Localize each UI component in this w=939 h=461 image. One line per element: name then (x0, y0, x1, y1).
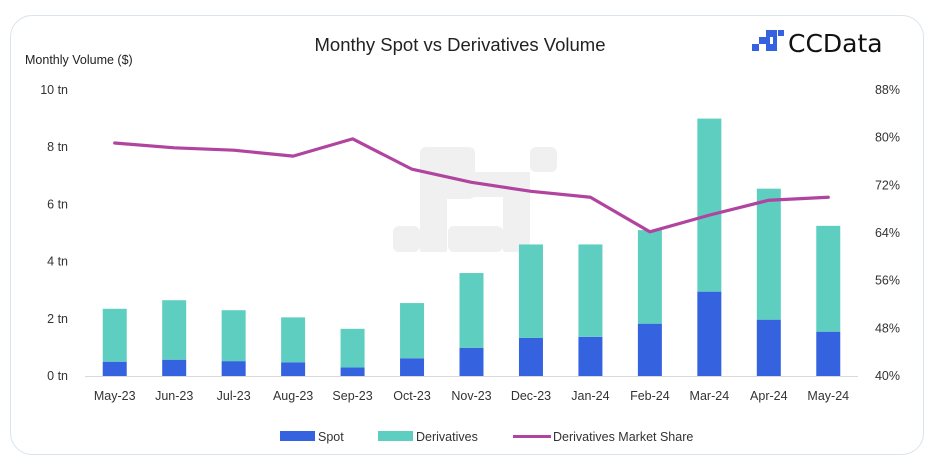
x-tick-label: Feb-24 (630, 389, 670, 403)
x-tick-label: Aug-23 (273, 389, 313, 403)
y2-tick-label: 40% (875, 369, 900, 383)
legend-item: Derivatives Market Share (513, 430, 693, 444)
x-tick-label: Jun-23 (155, 389, 193, 403)
legend-swatch (378, 431, 413, 441)
y-tick-label: 8 tn (47, 140, 68, 154)
bar-derivatives (518, 244, 543, 338)
x-tick-label: Sep-23 (332, 389, 372, 403)
y-tick-label: 0 tn (47, 369, 68, 383)
x-tick-label: Oct-23 (393, 389, 431, 403)
y2-tick-label: 56% (875, 274, 900, 288)
bar-derivatives (578, 244, 603, 337)
y-axis-label: Monthly Volume ($) (25, 53, 133, 67)
bar-derivatives (221, 310, 246, 362)
bar-derivatives (340, 328, 365, 368)
bar-spot (340, 367, 365, 376)
y2-tick-label: 64% (875, 226, 900, 240)
x-tick-label: Nov-23 (451, 389, 491, 403)
y-tick-label: 6 tn (47, 197, 68, 211)
legend-swatch (280, 431, 315, 441)
x-tick-label: May-23 (94, 389, 136, 403)
y2-tick-label: 88% (875, 83, 900, 97)
ccdata-logo-text: CCData (788, 29, 883, 58)
bar-spot (102, 361, 127, 376)
bar-spot (281, 362, 306, 376)
legend-swatch-line (513, 435, 551, 438)
bar-spot (518, 337, 543, 376)
bar-spot (459, 347, 484, 376)
bar-derivatives (697, 118, 722, 292)
bar-derivatives (281, 317, 306, 363)
bar-derivatives (756, 188, 781, 320)
x-tick-label: Jan-24 (571, 389, 609, 403)
legend-label: Derivatives Market Share (553, 430, 693, 444)
bar-spot (400, 358, 425, 376)
bar-spot (162, 359, 187, 376)
x-tick-label: Mar-24 (690, 389, 730, 403)
bar-derivatives (400, 303, 425, 359)
bar-derivatives (637, 230, 662, 324)
x-tick-label: Jul-23 (217, 389, 251, 403)
watermark-logo-icon (393, 147, 557, 252)
y-tick-label: 2 tn (47, 312, 68, 326)
bar-spot (221, 361, 246, 376)
x-tick-label: Apr-24 (750, 389, 788, 403)
bar-derivatives (816, 225, 841, 332)
ccdata-logo-icon (752, 30, 784, 51)
y2-tick-label: 80% (875, 131, 900, 145)
legend-label: Derivatives (416, 430, 478, 444)
y2-tick-label: 48% (875, 321, 900, 335)
y-tick-label: 4 tn (47, 255, 68, 269)
bar-spot (816, 331, 841, 376)
bar-spot (756, 319, 781, 376)
bar-derivatives (102, 308, 127, 362)
bar-derivatives (162, 300, 187, 360)
bar-spot (697, 291, 722, 376)
bar-spot (637, 323, 662, 376)
y-tick-label: 10 tn (40, 83, 68, 97)
bar-spot (578, 336, 603, 376)
ccdata-logo: CCData (752, 29, 883, 58)
y2-tick-label: 72% (875, 178, 900, 192)
legend-item: Spot (280, 430, 344, 444)
x-tick-label: May-24 (807, 389, 849, 403)
bar-derivatives (459, 273, 484, 348)
legend-label: Spot (318, 430, 344, 444)
legend-item: Derivatives (378, 430, 478, 444)
chart-title: Monthy Spot vs Derivatives Volume (315, 34, 606, 55)
x-tick-label: Dec-23 (511, 389, 551, 403)
